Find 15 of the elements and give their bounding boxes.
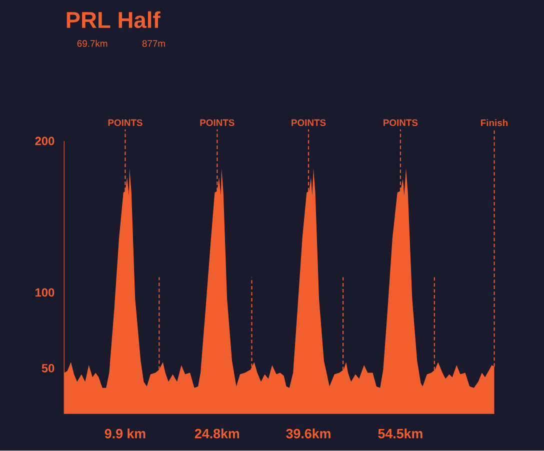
ref-line-label: POINTS bbox=[108, 119, 142, 126]
ref-line-label: POINTS bbox=[384, 119, 418, 126]
text: 877m bbox=[142, 40, 165, 47]
ref-line-label: POINTS bbox=[292, 119, 326, 126]
x-tick-label: 24.8km bbox=[194, 428, 240, 438]
x-tick-label: 9.9 km bbox=[104, 428, 146, 438]
y-tick-label: 200 bbox=[35, 136, 54, 146]
x-tick-label: 39.6km bbox=[286, 428, 330, 439]
ref-line-label: Finish bbox=[481, 119, 508, 126]
x-tick-label: 54.5km bbox=[378, 428, 422, 438]
y-tick-label: 100 bbox=[36, 288, 54, 297]
text: 69.7km bbox=[77, 40, 108, 47]
ref-line-label: POINTS bbox=[200, 119, 234, 126]
chart-title: PRL Half bbox=[66, 11, 160, 28]
y-tick-label: 50 bbox=[42, 364, 54, 372]
